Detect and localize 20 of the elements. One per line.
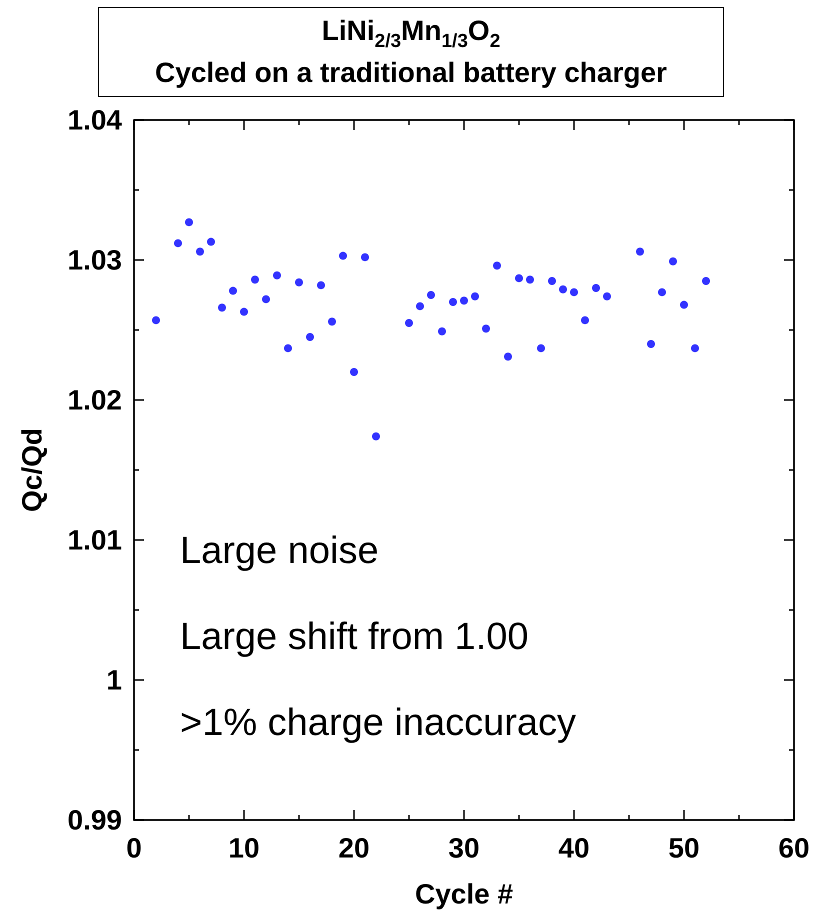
annotation: >1% charge inaccuracy [180,702,576,744]
y-tick-label: 1.03 [68,244,122,276]
x-tick-label: 30 [448,832,480,864]
y-tick-label: 1.04 [68,104,122,136]
chart-title: LiNi$_{2/3}$Mn$_{1/3}$O$_{2}$ [320,14,502,52]
y-tick-label: 1.01 [68,524,122,556]
annotation: Large shift from 1.00 [180,616,529,658]
y-tick-label: 0.99 [68,804,122,836]
y-tick-label: 1 [106,664,122,696]
x-tick-label: 10 [228,832,260,864]
y-tick-label: 1.02 [68,384,122,416]
x-tick-label: 20 [338,832,370,864]
x-tick-label: 40 [558,832,590,864]
chart-subtitle: Cycled on a traditional battery charger [154,56,668,90]
y-axis-title: Qc/Qd [16,428,48,512]
annotation: Large noise [180,530,379,572]
x-tick-label: 50 [668,832,700,864]
x-axis-title: Cycle # [414,878,514,910]
x-tick-label: 60 [778,832,810,864]
x-tick-label: 0 [126,832,142,864]
